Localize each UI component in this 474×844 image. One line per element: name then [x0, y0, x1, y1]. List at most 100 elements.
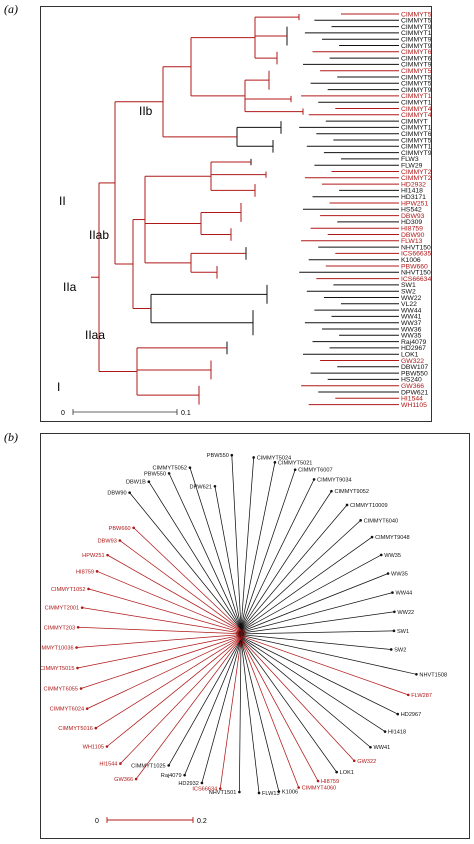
tip-label: HPW251: [82, 553, 104, 559]
tip-node: [94, 726, 98, 730]
spoke-branch: [129, 492, 245, 633]
spoke-branch: [237, 634, 337, 773]
tip-label: HD2967: [401, 712, 422, 718]
leaf-label: CIMMYT6007: [401, 55, 431, 62]
tip-node: [230, 453, 234, 457]
tip-label: WW44: [395, 591, 412, 597]
clade-label-I: I: [57, 380, 60, 394]
tip-node: [257, 791, 261, 795]
tip-label: CIMMYT9048: [375, 535, 410, 541]
leaf-label: ICS66635: [401, 251, 431, 258]
tip-node: [218, 787, 222, 790]
leaf-label: CIMMYT6052: [401, 131, 431, 138]
scale-bar: 0 0.2: [95, 817, 207, 825]
spoke-branch: [119, 540, 243, 632]
leaf-label: PBW550: [401, 370, 428, 377]
spoke-branch: [238, 520, 361, 632]
clade-label-II: II: [59, 194, 66, 208]
leaf-label: LOK1: [401, 352, 419, 359]
spoke-branch: [76, 634, 239, 648]
spoke-branch: [237, 633, 319, 782]
clade-label-IIaa: IIaa: [85, 328, 105, 342]
leaf-label: CIMMYT5019: [401, 81, 431, 88]
spoke-branch: [78, 626, 239, 635]
tip-label: HI1544: [99, 762, 117, 768]
dendrogram-panel: CIMMYT5016CIMMYT5024CIMMYT9052CIMMYT1000…: [40, 6, 432, 422]
leaf-label: CIMMYT9048: [401, 87, 431, 94]
dendrogram-svg: CIMMYT5016CIMMYT5024CIMMYT9052CIMMYT1000…: [57, 11, 431, 417]
tip-label: LOK1: [340, 770, 354, 776]
leaf-label: HS240: [401, 377, 422, 384]
tip-label: CIMMYT9034: [317, 477, 352, 483]
tip-label: DPW621: [190, 484, 212, 490]
spoke-branch: [238, 631, 280, 792]
leaf-label: SW2: [401, 289, 416, 296]
spoke-branch: [88, 588, 240, 633]
leaf-label: CIMMYT9015: [401, 43, 431, 50]
leaf-label: VL22: [401, 301, 417, 308]
tip-node: [297, 786, 300, 789]
spoke-branch: [239, 630, 242, 792]
leaf-label: CIMMYT5021: [401, 74, 431, 81]
clade-label-IIb: IIb: [139, 104, 153, 118]
tip-label: CIMMYT4060: [302, 786, 337, 792]
spoke-branch: [239, 536, 373, 632]
tip-label: DBW90: [107, 491, 126, 497]
leaf-label: CIMMYT9018: [401, 150, 431, 157]
leaf-label: CIMMYT10036: [401, 93, 431, 100]
leaf-label: CIMMYT: [401, 118, 428, 125]
leaf-label: GW322: [401, 358, 424, 365]
leaf-label: CIMMYT6024: [401, 49, 431, 56]
spoke-branch: [238, 469, 296, 636]
clade-labels: IIb II IIab IIa IIaa I: [57, 104, 153, 394]
leaf-label: CIMMYT5016: [401, 11, 431, 18]
tip-node: [330, 489, 333, 493]
spoke-branch: [238, 632, 300, 788]
tip-label: PBW660: [109, 526, 131, 532]
tip-node: [316, 779, 320, 783]
leaf-label: HPW251: [401, 200, 428, 207]
tip-label: ICS66634: [192, 787, 217, 793]
tip-node: [76, 626, 80, 629]
spoke-branch: [82, 607, 239, 633]
leaf-label: WW44: [401, 307, 422, 314]
tip-node: [396, 712, 400, 716]
tip-label: CIMMYT6007: [298, 468, 333, 474]
tip-node: [406, 693, 410, 697]
leaf-label: DBW93: [401, 213, 425, 220]
tip-node: [119, 762, 122, 765]
tip-node: [213, 484, 217, 488]
scale-label-end: 0.1: [181, 410, 191, 417]
tip-node: [393, 610, 396, 614]
leaf-label: CIMMYT9052: [401, 24, 431, 31]
spoke-branch: [243, 635, 417, 675]
spoke-branch: [231, 455, 242, 637]
tip-label: PBW550: [144, 471, 166, 477]
spoke-branch: [148, 481, 245, 635]
tip-node: [273, 461, 277, 464]
spoke-branch: [239, 457, 255, 637]
spoke-branch: [237, 479, 315, 635]
tip-node: [392, 629, 396, 633]
scale-bar: 0 0.1: [61, 409, 191, 417]
spoke-branch: [241, 636, 398, 715]
tip-label: CIMMYT2001: [45, 606, 80, 612]
tip-node: [293, 468, 297, 471]
tip-node: [188, 466, 192, 469]
leaf-label: DPW621: [401, 389, 428, 396]
spoke-branch: [86, 636, 241, 709]
spoke-branch: [237, 491, 332, 634]
tip-label: CIMMYT6040: [364, 518, 399, 524]
spoke-branch: [243, 630, 394, 635]
spoke-branch: [96, 570, 241, 632]
leaf-label: DBW90: [401, 232, 425, 239]
tip-label: GW322: [357, 759, 376, 765]
scale-label-start: 0: [61, 410, 65, 417]
leaf-label: HD3171: [401, 194, 426, 201]
leaf-label: HI1544: [401, 396, 423, 403]
leaf-label: CIMMYT4047: [401, 112, 431, 119]
tip-label: HI8759: [321, 779, 339, 785]
spoke-branch: [242, 636, 409, 696]
scale-label-end: 0.2: [197, 818, 207, 825]
spoke-branch: [133, 527, 244, 633]
